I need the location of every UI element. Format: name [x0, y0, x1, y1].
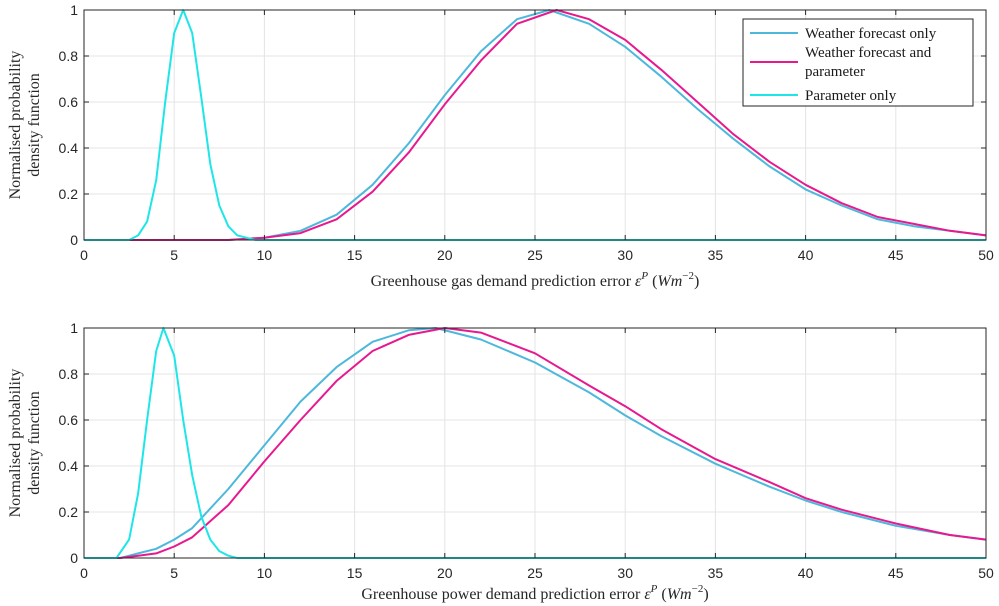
series-line-1	[84, 327, 987, 559]
x-axis-label-unit-sup: −2	[692, 583, 704, 595]
legend-label-line: Weather forecast and	[805, 45, 932, 61]
x-tick-label: 35	[708, 247, 724, 263]
series-line-3	[84, 9, 986, 241]
x-tick-label: 45	[888, 247, 904, 263]
x-axis-label-text: Greenhouse power demand prediction error	[361, 586, 644, 603]
y-tick-label: 0.6	[59, 94, 79, 110]
y-tick-label: 1	[70, 2, 78, 18]
y-axis-label-line: Normalised probability	[7, 369, 24, 518]
x-axis-label-sup: P	[640, 270, 648, 282]
series-line-2	[84, 9, 987, 241]
x-tick-label: 45	[888, 565, 904, 581]
x-axis-label-symbol: ε	[644, 586, 651, 603]
legend-label-2: Weather forecast and parameter	[805, 45, 932, 80]
legend-label-3: Parameter only	[805, 88, 897, 104]
x-axis-label: Greenhouse gas demand prediction error ε…	[371, 270, 700, 290]
y-tick-label: 0.2	[59, 504, 79, 520]
x-axis-label-sup: P	[650, 583, 658, 595]
legend: Weather forecast only Weather forecast an…	[742, 18, 974, 107]
x-axis-label-unit-close: )	[694, 273, 699, 290]
y-tick-label: 0.2	[59, 186, 79, 202]
chart-panel-2: 0 5 10 15 20 25 30 35 40 45 50 0 0.2 0.4 0.6 0.8 1 Greenh…	[7, 320, 994, 603]
x-tick-label: 15	[347, 247, 363, 263]
x-tick-label: 10	[257, 247, 273, 263]
y-tick-label: 0.4	[59, 458, 79, 474]
y-axis-label-line: Normalised probability	[7, 51, 24, 200]
x-tick-label: 10	[257, 565, 273, 581]
x-tick-label: 0	[80, 565, 88, 581]
y-tick-label: 0	[70, 550, 78, 566]
y-axis-label: Normalised probability density function	[7, 369, 43, 518]
series-line-2	[84, 327, 987, 559]
y-tick-label: 0	[70, 232, 78, 248]
y-tick-label: 0.4	[59, 140, 79, 156]
y-axis-label-line: density function	[26, 391, 43, 495]
x-tick-label: 40	[798, 565, 814, 581]
x-tick-label: 30	[617, 247, 633, 263]
x-axis-label-unit-close: )	[703, 586, 708, 603]
chart-panel-1: 0 5 10 15 20 25 30 35 40 45 50 0 0.2 0.4 0.6 0.8 1 Greenh…	[7, 2, 994, 290]
y-tick-label: 0.8	[59, 48, 79, 64]
legend-label-line: Weather forecast only	[805, 26, 937, 42]
x-axis-label-symbol: ε	[635, 273, 642, 290]
x-axis-label-unit-sup: −2	[682, 270, 694, 282]
x-tick-label: 35	[708, 565, 724, 581]
x-tick-label: 50	[978, 247, 994, 263]
series-line-1	[84, 9, 987, 241]
x-tick-label: 30	[617, 565, 633, 581]
x-tick-label: 5	[170, 247, 178, 263]
x-axis-label-unit: Wm	[657, 273, 682, 290]
x-tick-label: 20	[437, 565, 453, 581]
legend-label-line: parameter	[805, 64, 865, 80]
x-tick-label: 15	[347, 565, 363, 581]
x-tick-label: 25	[527, 247, 543, 263]
x-tick-label: 25	[527, 565, 543, 581]
y-axis-label: Normalised probability density function	[7, 51, 43, 200]
y-axis-label-line: density function	[26, 73, 43, 177]
x-axis-label: Greenhouse power demand prediction error…	[361, 583, 708, 603]
x-axis-label-text: Greenhouse gas demand prediction error	[371, 273, 635, 290]
x-tick-label: 0	[80, 247, 88, 263]
x-axis-label-unit: Wm	[667, 586, 692, 603]
x-tick-label: 20	[437, 247, 453, 263]
x-tick-label: 40	[798, 247, 814, 263]
x-tick-label: 50	[978, 565, 994, 581]
x-axis-label-unit-open: (	[648, 273, 657, 290]
y-tick-label: 1	[70, 320, 78, 336]
series-line-3	[84, 327, 986, 559]
y-tick-label: 0.8	[59, 366, 79, 382]
legend-label-1: Weather forecast only	[805, 26, 937, 42]
legend-label-line: Parameter only	[805, 88, 897, 104]
y-tick-label: 0.6	[59, 412, 79, 428]
x-axis-label-unit-open: (	[657, 586, 666, 603]
x-tick-label: 5	[170, 565, 178, 581]
